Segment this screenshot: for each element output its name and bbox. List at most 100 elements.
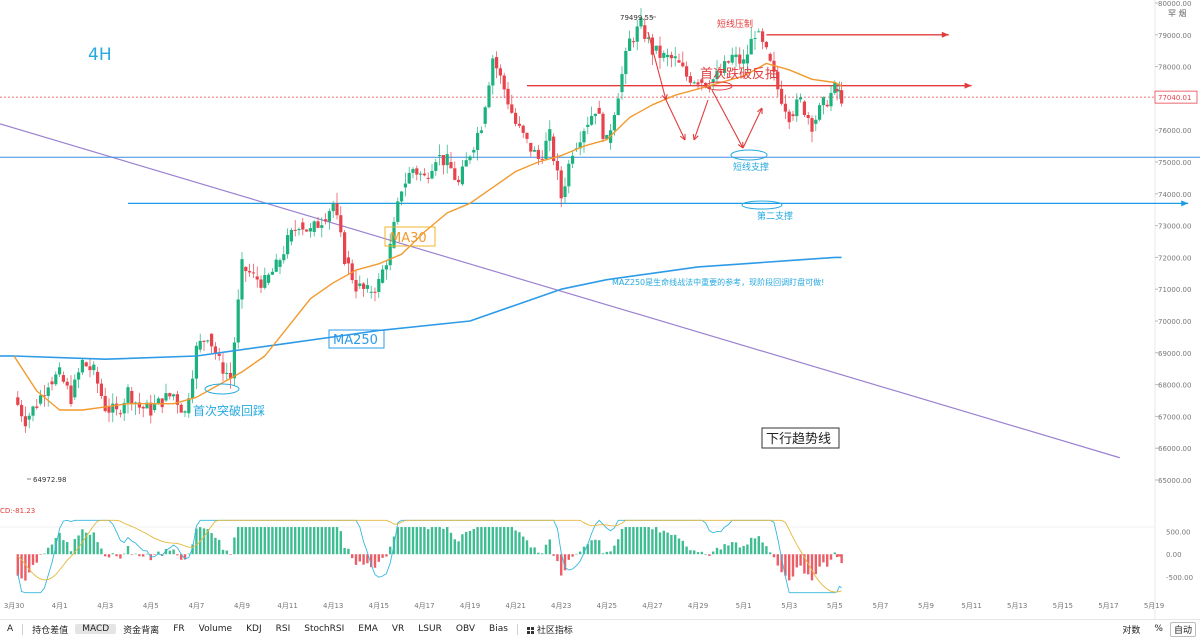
tab-fund-divergence[interactable]: 资金背离 (123, 625, 160, 636)
macd-bar (784, 554, 787, 576)
candle-body (639, 17, 643, 27)
short-support-ellipse (730, 149, 768, 161)
tab-ema[interactable]: EMA (358, 624, 378, 634)
community-indicators-label: 社区指标 (536, 625, 573, 636)
percent-scale-toggle[interactable]: % (1154, 624, 1163, 634)
tab-rsi[interactable]: RSI (275, 624, 291, 634)
candle-body (339, 215, 343, 233)
macd-bar (244, 527, 247, 555)
macd-bar (826, 554, 829, 567)
macd-bar (377, 554, 380, 562)
price-tick-label: 72000.00 (1158, 254, 1191, 262)
macd-bar (552, 554, 555, 556)
candle-body (126, 387, 130, 403)
tab-volume[interactable]: Volume (198, 624, 233, 634)
tab-stochrsi[interactable]: StochRSI (304, 624, 345, 634)
macd-bar (829, 554, 833, 560)
macd-bar (69, 551, 73, 555)
macd-bar (88, 534, 92, 555)
macd-bar (115, 554, 118, 557)
time-tick-label: 5月13 (1007, 602, 1027, 610)
candle-body (768, 53, 772, 61)
price-tick-label: 69000.00 (1158, 350, 1191, 358)
trendline-label: 下行趋势线 (766, 431, 831, 447)
candle-body (586, 124, 590, 128)
tab-bias[interactable]: Bias (489, 624, 508, 634)
macd-bar (799, 554, 802, 566)
projection-arrow (647, 31, 667, 101)
macd-bar (430, 527, 434, 555)
tab-vr[interactable]: VR (391, 624, 405, 634)
macd-bar (738, 547, 741, 555)
price-chart[interactable]: 80000.0079000.0078000.0077000.0076000.00… (0, 0, 1200, 619)
projection-arrow (693, 99, 709, 141)
candle-body (835, 88, 839, 92)
candle-body (837, 90, 841, 92)
candle-body (536, 149, 540, 159)
candle-body (571, 155, 575, 164)
tab-macd[interactable]: MACD (75, 624, 117, 634)
macd-bar (16, 554, 19, 576)
candle-body (168, 393, 172, 397)
macd-bar (791, 554, 795, 577)
tab-lsur[interactable]: LSUR (418, 624, 442, 634)
candle-body (821, 97, 825, 106)
macd-bar (263, 527, 266, 555)
macd-bar (810, 554, 814, 581)
macd-dea-line (17, 519, 842, 593)
candle-body (415, 168, 419, 175)
candle-body (23, 416, 27, 427)
macd-bar (35, 554, 38, 563)
macd-bar (145, 553, 149, 555)
tab-fr[interactable]: FR (173, 624, 185, 634)
macd-bar (248, 527, 251, 555)
candle-body (130, 390, 134, 405)
candle-body (362, 283, 366, 289)
candle-body (407, 172, 411, 184)
macd-bar (727, 545, 730, 555)
price-tick-label: 78000.00 (1158, 64, 1191, 72)
macd-bar (434, 527, 437, 555)
macd-bar (438, 527, 441, 555)
candle-body (647, 37, 651, 39)
macd-bar (753, 538, 757, 555)
log-scale-toggle[interactable]: 对数 (1122, 625, 1141, 636)
candle-body (749, 38, 753, 55)
macd-bar (639, 527, 643, 555)
candle-body (692, 82, 696, 84)
macd-bar (107, 554, 111, 558)
macd-bar (320, 527, 323, 555)
macd-bar (795, 554, 798, 568)
auto-scale-toggle[interactable]: 自动 (1169, 621, 1196, 637)
candle-body (107, 406, 111, 413)
toolbar-left-cut[interactable]: A (7, 624, 14, 634)
macd-bar (297, 527, 301, 555)
macd-bar (503, 527, 506, 555)
community-indicators-button[interactable]: 社区指标 (520, 623, 580, 636)
macd-bar (506, 527, 510, 555)
macd-bar (50, 544, 54, 555)
tab-obv[interactable]: OBV (455, 624, 476, 634)
candle-body (487, 85, 491, 108)
candle-body (194, 345, 198, 379)
time-tick-label: 5月9 (918, 602, 934, 610)
macd-bar (734, 542, 738, 555)
tab-open-interest-diff[interactable]: 持仓差值 (32, 625, 69, 636)
tab-kdj[interactable]: KDJ (246, 624, 262, 634)
candle-body (563, 186, 567, 197)
candle-body (244, 266, 248, 272)
candle-body (761, 31, 765, 42)
macd-bar (119, 554, 122, 559)
macd-bar (423, 527, 426, 555)
candle-body (141, 406, 145, 409)
candle-body (346, 257, 350, 264)
candle-body (343, 232, 347, 264)
macd-bar (214, 537, 217, 555)
ma30-line (13, 62, 842, 411)
candle-body (787, 111, 791, 123)
candle-body (426, 177, 430, 179)
candle-body (327, 211, 331, 222)
macd-bar (835, 554, 839, 558)
short-support-label: 短线支撑 (733, 161, 769, 173)
macd-bar (541, 553, 544, 555)
